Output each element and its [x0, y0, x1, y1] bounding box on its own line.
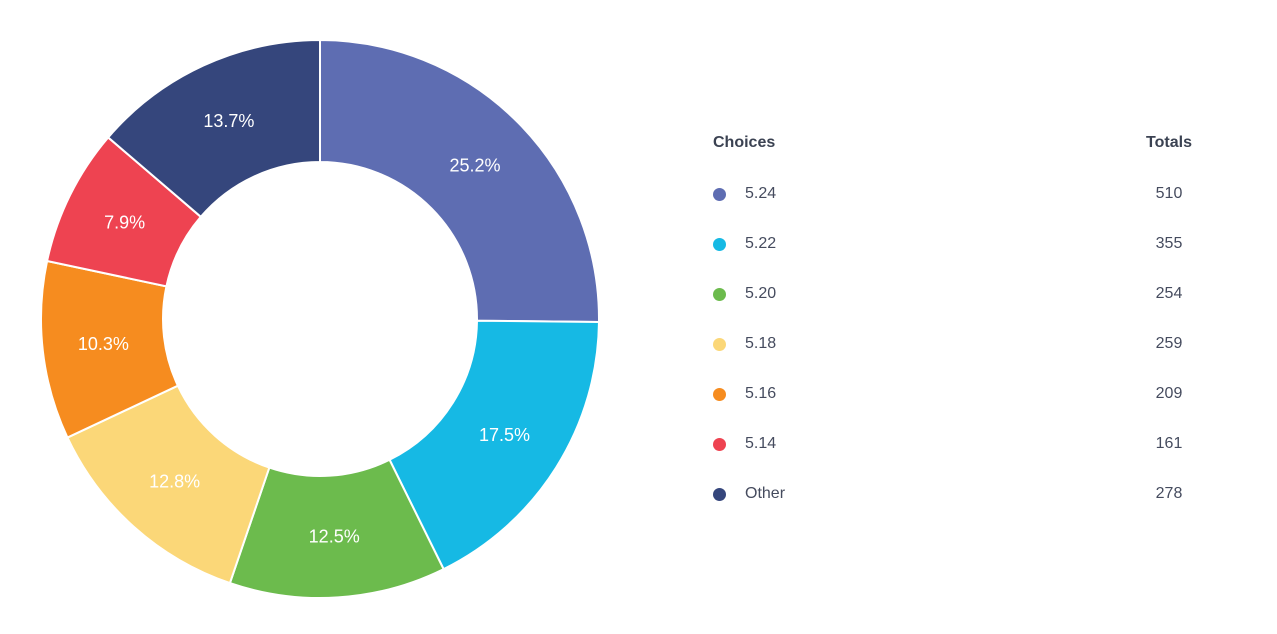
choice-label: 5.22 — [745, 235, 777, 252]
segment-percent-label: 13.7% — [203, 111, 254, 131]
total-value: 278 — [1155, 485, 1183, 502]
donut-segment-5-22[interactable] — [388, 319, 600, 571]
choices-column-header: Choices — [713, 134, 776, 151]
legend-rows: 5.24 510 5.22 355 5.20 254 5.18 259 5.16 — [713, 169, 1199, 519]
legend-row-5-18: 5.18 259 — [713, 319, 1199, 369]
choice-label: 5.24 — [745, 185, 777, 202]
legend-table: Choices Totals 5.24 510 5.22 355 5.20 25… — [713, 133, 1199, 519]
legend-dot-icon — [713, 287, 726, 301]
legend-row-5-14: 5.14 161 — [713, 419, 1199, 469]
legend-header-row: Choices Totals — [713, 133, 1199, 153]
legend-row-5-20: 5.20 254 — [713, 269, 1199, 319]
choice-label: 5.14 — [745, 435, 777, 452]
choice-label: 5.18 — [745, 335, 777, 352]
total-value: 355 — [1155, 235, 1183, 252]
segment-percent-label: 10.3% — [78, 334, 129, 354]
legend-dot-icon — [713, 337, 726, 351]
legend-row-5-22: 5.22 355 — [713, 219, 1199, 269]
segment-percent-label: 12.5% — [309, 527, 360, 547]
total-value: 209 — [1155, 385, 1183, 402]
donut-segment-other[interactable] — [107, 39, 321, 218]
segment-percent-label: 17.5% — [479, 425, 530, 445]
legend-dot-icon — [713, 437, 726, 451]
segment-percent-label: 25.2% — [449, 156, 500, 176]
total-value: 259 — [1155, 335, 1183, 352]
total-value: 254 — [1155, 285, 1183, 302]
legend-dot-icon — [713, 387, 726, 401]
legend-row-other: Other 278 — [713, 469, 1199, 519]
total-value: 510 — [1155, 185, 1183, 202]
legend-dot-icon — [713, 237, 726, 251]
donut-chart: 25.2% 17.5% 12.5% 12.8% 10.3% 7.9% 13.7% — [40, 39, 600, 599]
choice-label: Other — [745, 485, 786, 502]
legend-dot-icon — [713, 487, 726, 501]
totals-column-header: Totals — [1146, 134, 1192, 151]
choice-label: 5.20 — [745, 285, 777, 302]
legend-row-5-24: 5.24 510 — [713, 169, 1199, 219]
legend-dot-icon — [713, 187, 726, 201]
segment-percent-label: 12.8% — [149, 471, 200, 491]
segment-percent-label: 7.9% — [104, 212, 145, 232]
legend-row-5-16: 5.16 209 — [713, 369, 1199, 419]
choice-label: 5.16 — [745, 385, 777, 402]
donut-segment-5-24[interactable] — [319, 39, 600, 324]
total-value: 161 — [1155, 435, 1183, 452]
